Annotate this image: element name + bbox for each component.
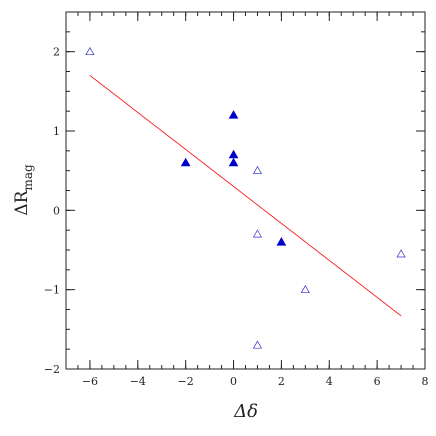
filled-triangle-point [228, 110, 239, 119]
y-tick-label: 2 [53, 46, 60, 59]
x-tick-label: 2 [278, 375, 285, 388]
open-triangle-point [396, 249, 406, 258]
x-axis-label: Δδ [233, 401, 258, 422]
filled-triangle-point [276, 237, 287, 246]
y-axis-label-subscript: mag [21, 164, 35, 191]
x-tick-label: 0 [230, 375, 237, 388]
x-tick-label: −4 [130, 375, 146, 388]
axis-ticks [66, 12, 426, 370]
svg-text:ΔRmag: ΔRmag [12, 164, 35, 216]
y-axis-label: ΔRmag [12, 164, 35, 216]
axis-tick-labels: −6 −4 −2 0 2 4 6 8 −2 −1 0 1 2 [44, 46, 429, 388]
open-triangle-point [300, 284, 310, 294]
x-tick-label: −6 [82, 375, 98, 388]
open-triangle-point [252, 340, 263, 349]
filled-triangle-point [228, 149, 239, 159]
y-tick-label: 0 [53, 204, 60, 217]
open-triangle-point [252, 165, 263, 175]
y-tick-label: 1 [53, 125, 60, 138]
x-tick-label: 4 [326, 375, 333, 388]
y-axis-label-main: ΔR [12, 189, 32, 215]
data-points [85, 46, 406, 349]
y-tick-label: −1 [44, 284, 60, 297]
filled-triangle-point [228, 157, 239, 167]
plot-frame [65, 11, 426, 370]
x-tick-label: 6 [374, 375, 381, 388]
fit-line [89, 75, 402, 317]
open-triangle-point [252, 229, 263, 238]
open-triangle-point [85, 46, 95, 56]
x-tick-label: −2 [178, 375, 194, 388]
filled-triangle-point [180, 157, 191, 167]
fit-line-layer [89, 75, 402, 317]
x-tick-label: 8 [422, 375, 429, 388]
y-tick-label: −2 [44, 363, 60, 376]
